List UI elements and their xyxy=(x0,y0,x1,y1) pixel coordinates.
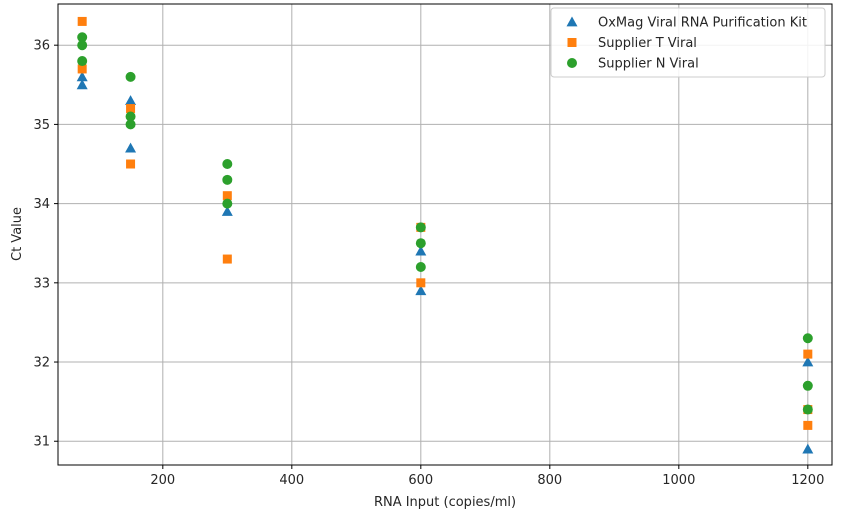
data-point xyxy=(803,420,813,430)
data-point xyxy=(415,245,427,256)
data-point xyxy=(415,222,426,233)
legend-entry: Supplier N Viral xyxy=(567,57,699,72)
plot-frame xyxy=(57,3,833,466)
data-point xyxy=(76,79,88,90)
data-point xyxy=(802,333,813,344)
data-point xyxy=(76,71,88,82)
data-point xyxy=(222,191,232,201)
legend-entry: OxMag Viral RNA Purification Kit xyxy=(566,16,807,31)
legend-label: Supplier N Viral xyxy=(598,57,699,72)
legend-marker xyxy=(567,38,577,47)
data-point xyxy=(77,16,87,26)
y-tick-label: 35 xyxy=(33,118,50,133)
data-point xyxy=(415,261,426,272)
x-tick-label: 200 xyxy=(150,473,175,488)
data-point xyxy=(125,111,136,122)
data-point xyxy=(222,198,233,209)
legend: OxMag Viral RNA Purification Kit Supplier… xyxy=(550,7,826,78)
series-3 xyxy=(77,32,813,415)
data-point xyxy=(222,174,233,185)
axis-ticks: 200 400 600 800 1000 1200 31 32 33 34 35 36 xyxy=(33,39,824,488)
data-point xyxy=(802,380,813,391)
data-point xyxy=(125,119,136,130)
legend-label: OxMag Viral RNA Purification Kit xyxy=(598,16,807,31)
data-points xyxy=(76,16,814,454)
x-tick-label: 1200 xyxy=(791,473,824,488)
y-tick-label: 34 xyxy=(33,197,50,212)
x-tick-label: 800 xyxy=(537,473,562,488)
data-point xyxy=(125,142,137,153)
y-tick-label: 36 xyxy=(33,39,50,54)
y-tick-label: 33 xyxy=(33,276,50,291)
series-1 xyxy=(76,71,814,454)
grid xyxy=(58,4,832,465)
data-point xyxy=(803,349,813,359)
x-tick-label: 600 xyxy=(408,473,433,488)
legend-box xyxy=(550,7,826,78)
x-tick-label: 1000 xyxy=(662,473,695,488)
x-tick-label: 400 xyxy=(279,473,304,488)
data-point xyxy=(222,254,232,264)
legend-marker xyxy=(567,58,577,68)
legend-entries: OxMag Viral RNA Purification Kit Supplier… xyxy=(566,16,807,72)
y-tick-label: 32 xyxy=(33,356,50,371)
data-point xyxy=(77,64,87,74)
data-point xyxy=(77,32,88,43)
data-point xyxy=(415,285,427,296)
data-point xyxy=(126,104,136,114)
data-point xyxy=(77,56,88,67)
data-point xyxy=(802,443,814,454)
data-point xyxy=(802,404,813,415)
y-tick-label: 31 xyxy=(33,435,50,450)
data-point xyxy=(221,206,233,216)
data-point xyxy=(125,95,137,106)
data-point xyxy=(126,159,136,169)
x-axis-label: RNA Input (copies/ml) xyxy=(374,495,516,510)
legend-label: Supplier T Viral xyxy=(598,36,697,51)
y-axis-label: Ct Value xyxy=(10,207,25,261)
data-point xyxy=(77,40,88,51)
legend-entry: Supplier T Viral xyxy=(567,36,697,51)
data-point xyxy=(125,71,136,82)
data-point xyxy=(416,278,426,288)
legend-marker xyxy=(566,16,578,27)
data-point xyxy=(222,159,233,170)
data-point xyxy=(802,356,814,367)
data-point xyxy=(415,238,426,249)
